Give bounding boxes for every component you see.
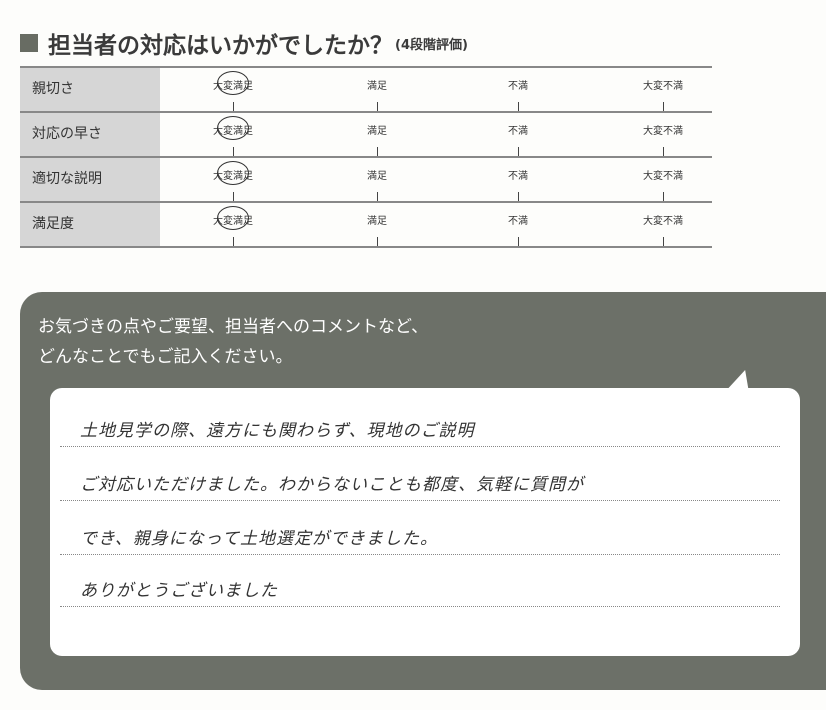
rating-row: 対応の早さ 大変満足 満足 不満 大変不満 xyxy=(20,113,712,158)
prompt-line-1: お気づきの点やご要望、担当者へのコメントなど、 xyxy=(38,317,429,337)
rating-option[interactable]: 大変不満 xyxy=(643,216,683,227)
scale-tick xyxy=(518,147,519,156)
scale-tick xyxy=(233,237,234,246)
scale-tick xyxy=(518,102,519,111)
rating-option[interactable]: 不満 xyxy=(508,216,528,227)
scale-tick xyxy=(518,192,519,201)
scale-tick xyxy=(233,147,234,156)
scale-tick xyxy=(518,237,519,246)
selected-circle-mark xyxy=(217,206,249,230)
selected-circle-mark xyxy=(217,71,249,95)
scale-tick xyxy=(233,192,234,201)
prompt-line-2: どんなことでもご記入ください。 xyxy=(38,347,293,367)
section-title-text: 担当者の対応はいかがでしたか？ xyxy=(48,33,393,59)
rating-label: 満足度 xyxy=(20,203,160,246)
rating-row: 親切さ 大変満足 満足 不満 大変不満 xyxy=(20,68,712,113)
comment-line: ありがとうございました xyxy=(60,576,780,607)
comment-line: でき、親身になって土地選定ができました。 xyxy=(60,524,780,555)
square-bullet-icon xyxy=(20,34,38,52)
rating-row: 満足度 大変満足 満足 不満 大変不満 xyxy=(20,203,712,248)
rating-option[interactable]: 満足 xyxy=(367,126,387,137)
section-title: 担当者の対応はいかがでしたか？ (4段階評価) xyxy=(20,26,468,60)
scale-tick xyxy=(663,102,664,111)
selected-circle-mark xyxy=(217,116,249,140)
rating-option[interactable]: 満足 xyxy=(367,171,387,182)
rating-option[interactable]: 大変不満 xyxy=(643,171,683,182)
rating-label: 対応の早さ xyxy=(20,113,160,156)
comment-box xyxy=(50,388,800,656)
comment-line: 土地見学の際、遠方にも関わらず、現地のご説明 xyxy=(60,416,780,447)
scale-tick xyxy=(377,237,378,246)
scale-tick xyxy=(233,102,234,111)
rating-table: 親切さ 大変満足 満足 不満 大変不満 対応の早さ 大変満足 満足 不満 大変不満 適切な説明 大変満… xyxy=(20,66,712,248)
scale-tick xyxy=(663,192,664,201)
rating-row: 適切な説明 大変満足 満足 不満 大変不満 xyxy=(20,158,712,203)
section-subtitle: (4段階評価) xyxy=(395,37,468,53)
rating-option[interactable]: 不満 xyxy=(508,81,528,92)
scale-tick xyxy=(377,102,378,111)
rating-option[interactable]: 大変不満 xyxy=(643,81,683,92)
scale-tick xyxy=(377,147,378,156)
rating-option[interactable]: 大変不満 xyxy=(643,126,683,137)
rating-option[interactable]: 不満 xyxy=(508,171,528,182)
rating-option[interactable]: 満足 xyxy=(367,216,387,227)
rating-label: 親切さ xyxy=(20,68,160,111)
scale-tick xyxy=(377,192,378,201)
scale-tick xyxy=(663,237,664,246)
selected-circle-mark xyxy=(217,161,249,185)
comment-prompt: お気づきの点やご要望、担当者へのコメントなど、 どんなことでもご記入ください。 xyxy=(38,312,428,372)
scale-tick xyxy=(663,147,664,156)
rating-label: 適切な説明 xyxy=(20,158,160,201)
comment-line: ご対応いただけました。わからないことも都度、気軽に質問が xyxy=(60,470,780,501)
rating-option[interactable]: 満足 xyxy=(367,81,387,92)
rating-option[interactable]: 不満 xyxy=(508,126,528,137)
